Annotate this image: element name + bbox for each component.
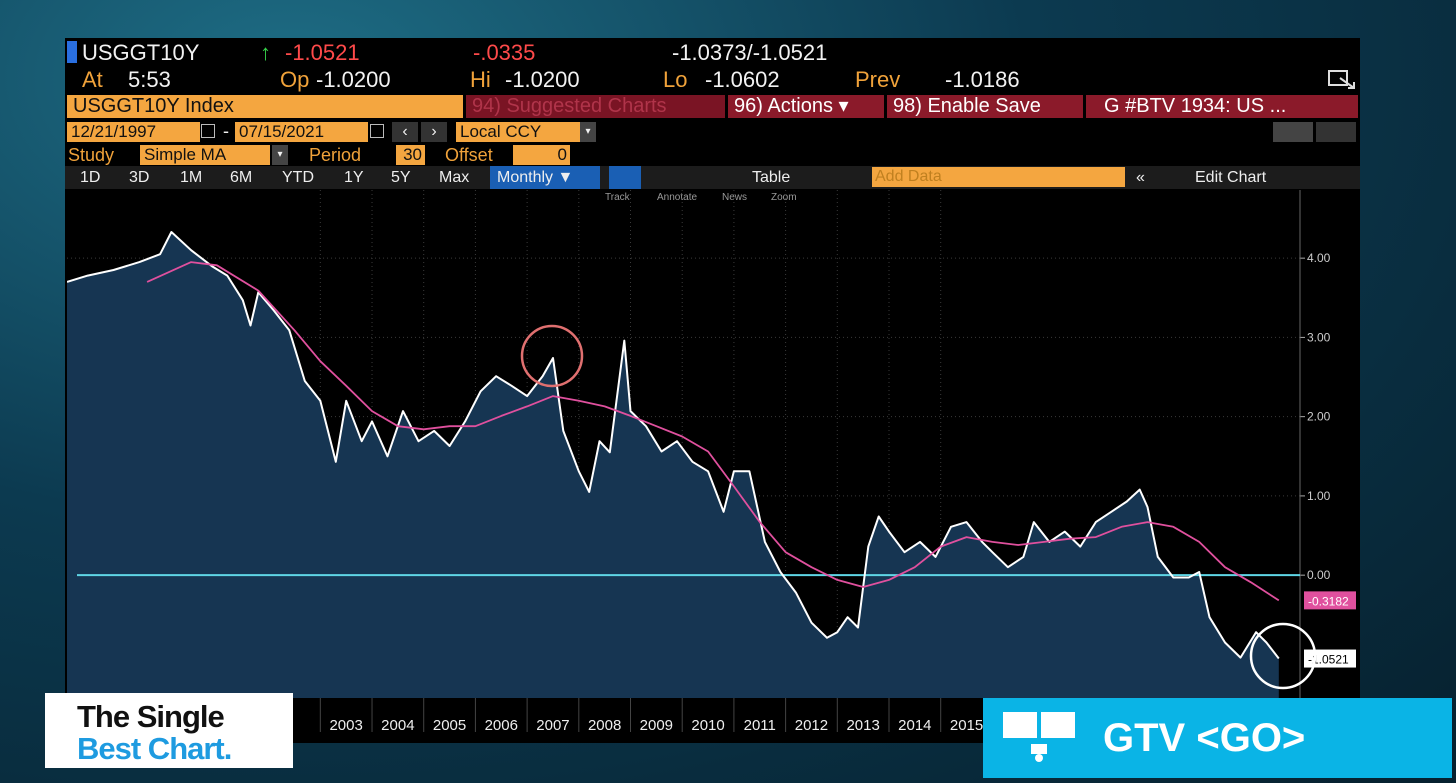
ticker-marker — [67, 41, 77, 63]
menu-item[interactable]: 94) Suggested Charts — [466, 95, 725, 118]
x-tick-label: 2006 — [485, 717, 518, 734]
range-tab[interactable]: 3D — [129, 169, 150, 186]
quote-label: Prev — [855, 67, 901, 92]
menu-item[interactable]: G #BTV 1934: US ... — [1086, 95, 1358, 118]
net-change: -.0335 — [473, 40, 536, 65]
last-price: -1.0521 — [285, 40, 360, 65]
y-tick-label: 0.00 — [1307, 568, 1331, 582]
range-tab[interactable]: 1M — [180, 169, 203, 186]
undo[interactable] — [1273, 122, 1313, 142]
start-date[interactable]: 12/21/1997 — [67, 122, 200, 142]
y-tick-label: 4.00 — [1307, 251, 1331, 265]
y-tick-label: 3.00 — [1307, 330, 1331, 344]
period-value[interactable]: 30 — [396, 145, 425, 165]
chart: 4.00 3.00 2.00 1.00 0.00 2003 2004 2005 2006 2007… — [67, 190, 1356, 734]
quote-label: Lo — [663, 67, 688, 92]
line — [67, 231, 1280, 660]
quote-label: Op — [280, 67, 310, 92]
range-tab[interactable]: Max — [439, 169, 470, 186]
range-tab[interactable]: 5Y — [391, 169, 411, 186]
ticker: USGGT10Y — [82, 40, 200, 65]
edit-chart[interactable]: Edit Chart — [1195, 169, 1267, 186]
range-tab[interactable]: 1Y — [344, 169, 364, 186]
calendar-icon[interactable] — [370, 124, 384, 138]
command-box: GTV <GO> — [983, 698, 1452, 778]
toolbar — [65, 166, 1360, 189]
brand-box: The Single Best Chart. — [45, 693, 293, 768]
x-tick-label: 2010 — [691, 717, 724, 734]
last-value-tag — [1304, 649, 1356, 668]
quote-value: 5:53 — [128, 67, 171, 92]
x-tick-label: 2005 — [433, 717, 466, 734]
tool[interactable]: Zoom — [771, 192, 797, 203]
x-tick-label: 2015 — [950, 717, 983, 734]
table-button[interactable]: Table — [752, 169, 791, 186]
annotation-circle — [1249, 622, 1317, 690]
dropdown[interactable]: ▾ — [580, 122, 596, 142]
menu-item[interactable]: 98) Enable Save — [887, 95, 1083, 118]
x-tick-label: 2013 — [846, 717, 879, 734]
next-button[interactable]: › — [421, 122, 447, 142]
brand-line: The Single — [77, 699, 225, 734]
quote-value: -1.0200 — [316, 67, 391, 92]
offset-label: Offset — [445, 145, 493, 165]
x-tick-label: 2011 — [744, 717, 776, 734]
study-label: Study — [68, 145, 115, 165]
area — [67, 232, 1279, 698]
last-value-label: -1.0521 — [1308, 653, 1349, 667]
range-tab[interactable]: 6M — [230, 169, 253, 186]
security-field[interactable]: USGGT10Y Index — [67, 95, 463, 118]
quote-value: -1.0186 — [945, 67, 1020, 92]
range-tab[interactable]: 1D — [80, 169, 101, 186]
quote-label: At — [82, 67, 103, 92]
frequency[interactable]: Monthly ▼ — [490, 166, 600, 189]
add-data[interactable]: Add Data — [872, 167, 1125, 187]
line-icon[interactable] — [609, 166, 641, 189]
quote-value: -1.0602 — [705, 67, 780, 92]
x-tick-label: 2009 — [640, 717, 673, 734]
study-value[interactable]: Simple MA — [140, 145, 270, 165]
annotation-circle — [520, 324, 584, 388]
offset-value[interactable]: 0 — [513, 145, 570, 165]
menu-item[interactable]: 96) Actions ▾ — [728, 95, 884, 118]
x-tick-label: 2003 — [329, 717, 362, 734]
x-tick-label: 2008 — [588, 717, 621, 734]
last-value-label: -0.3182 — [1308, 594, 1349, 608]
prev-button[interactable]: ‹ — [392, 122, 418, 142]
calendar-icon[interactable] — [201, 124, 215, 138]
x-tick-label: 2004 — [381, 717, 414, 734]
popout-icon[interactable] — [1326, 68, 1358, 92]
x-tick-label: 2012 — [795, 717, 828, 734]
line — [146, 261, 1280, 602]
monitor-icon — [1003, 712, 1075, 762]
quote-value: -1.0200 — [505, 67, 580, 92]
x-tick-label: 2014 — [898, 717, 931, 734]
range-tab[interactable]: YTD — [282, 169, 314, 186]
quote-label: Hi — [470, 67, 491, 92]
x-tick-label: 2007 — [536, 717, 569, 734]
redo[interactable] — [1316, 122, 1356, 142]
end-date[interactable]: 07/15/2021 — [235, 122, 368, 142]
dropdown[interactable]: ▾ — [272, 145, 288, 165]
date-dash: - — [223, 121, 229, 141]
tool[interactable]: Track — [605, 192, 630, 203]
bid-ask: -1.0373/-1.0521 — [672, 40, 828, 65]
brand-line: Best Chart. — [77, 731, 232, 766]
last-value-tag — [1304, 591, 1356, 610]
currency[interactable]: Local CCY — [456, 122, 580, 142]
tool[interactable]: Annotate — [657, 192, 698, 203]
period-label: Period — [309, 145, 362, 165]
collapse[interactable]: « — [1136, 169, 1145, 186]
command: GTV <GO> — [1103, 716, 1306, 760]
tool[interactable]: News — [722, 192, 748, 203]
y-tick-label: 2.00 — [1307, 410, 1331, 424]
up-arrow: ↑ — [260, 40, 271, 65]
y-tick-label: 1.00 — [1307, 489, 1331, 503]
